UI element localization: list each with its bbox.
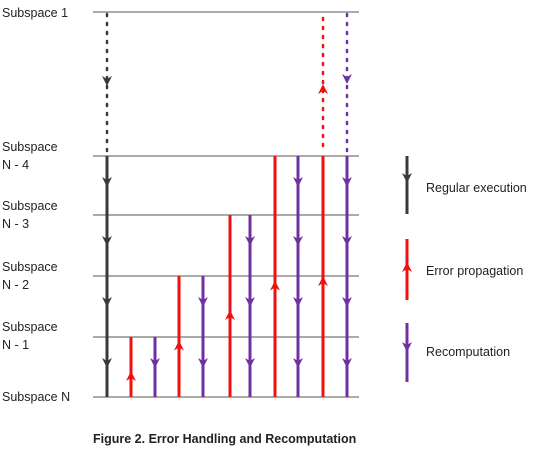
legend-marks	[402, 156, 412, 382]
label-subspace-n3-line2: N - 3	[2, 217, 29, 231]
recomputation-arrowhead	[342, 74, 352, 84]
recomputation-arrowhead	[245, 297, 255, 307]
recomputation-arrowhead	[150, 358, 160, 368]
legend: Regular execution Error propagation Reco…	[402, 156, 527, 382]
regular-execution-arrowhead	[102, 236, 112, 246]
recomputation-arrowhead	[198, 358, 208, 368]
error-propagation-arrowhead	[174, 340, 184, 351]
subspace-labels: Subspace 1 Subspace N - 4 Subspace N - 3…	[2, 6, 70, 404]
label-subspace-n2-line1: Subspace	[2, 260, 58, 274]
regular-execution-arrowhead	[102, 297, 112, 307]
regular-execution-arrowhead	[102, 177, 112, 187]
label-subspace-1: Subspace 1	[2, 6, 68, 20]
label-subspace-n4-line2: N - 4	[2, 158, 29, 172]
legend-label-recompute: Recomputation	[426, 345, 510, 359]
recomputation-arrowhead	[293, 297, 303, 307]
recomputation-arrowhead	[245, 358, 255, 368]
recomputation-arrowhead	[245, 236, 255, 246]
label-subspace-n2-line2: N - 2	[2, 278, 29, 292]
execution-arrows	[102, 12, 352, 397]
legend-error-arrowhead	[402, 262, 412, 272]
legend-label-regular: Regular execution	[426, 181, 527, 195]
error-propagation-arrowhead	[126, 371, 136, 381]
label-subspace-n1-line2: N - 1	[2, 338, 29, 352]
recomputation-arrowhead	[342, 177, 352, 187]
label-subspace-n3-line1: Subspace	[2, 199, 58, 213]
label-subspace-n1-line1: Subspace	[2, 320, 58, 334]
recomputation-arrowhead	[342, 358, 352, 368]
regular-execution-arrowhead	[102, 76, 112, 86]
recomputation-arrowhead	[342, 236, 352, 246]
recomputation-arrowhead	[293, 236, 303, 246]
recomputation-arrowhead	[293, 358, 303, 368]
error-propagation-arrowhead	[225, 310, 235, 320]
label-subspace-n4-line1: Subspace	[2, 140, 58, 154]
legend-regular-arrowhead	[402, 173, 412, 183]
legend-recompute-arrowhead	[402, 342, 412, 352]
figure-caption: Figure 2. Error Handling and Recomputati…	[93, 432, 356, 446]
legend-label-error: Error propagation	[426, 264, 523, 278]
subspace-lines	[93, 11, 359, 398]
error-propagation-arrowhead	[270, 280, 280, 291]
error-propagation-arrowhead	[318, 84, 328, 94]
recomputation-arrowhead	[342, 297, 352, 307]
regular-execution-arrowhead	[102, 358, 112, 368]
label-subspace-n: Subspace N	[2, 390, 70, 404]
recomputation-arrowhead	[293, 177, 303, 187]
error-propagation-arrowhead	[318, 276, 328, 286]
recomputation-arrowhead	[198, 297, 208, 307]
